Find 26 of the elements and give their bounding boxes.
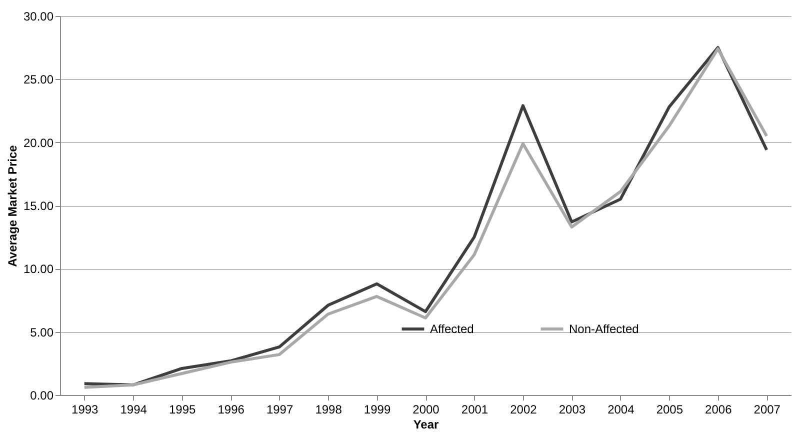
x-tick-label: 2001 [461, 402, 488, 416]
y-tick-label: 25.00 [23, 72, 54, 87]
x-tick-label: 1995 [168, 402, 196, 416]
x-tick-label: 1993 [72, 402, 99, 416]
x-tick-label: 2004 [608, 402, 635, 416]
x-tick-label: 1998 [315, 402, 342, 416]
legend-label: Affected [430, 322, 474, 336]
x-tick-label: 2006 [705, 402, 732, 416]
x-tick-label: 2003 [558, 402, 586, 416]
x-tick-label: 1997 [266, 402, 294, 416]
y-tick-label: 15.00 [23, 199, 54, 213]
x-tick-label: 2002 [510, 402, 538, 416]
y-tick-label: 10.00 [23, 262, 54, 276]
y-axis-title: Average Market Price [5, 144, 20, 267]
y-tick-label: 30.00 [23, 10, 54, 24]
x-tick-label: 2005 [656, 402, 684, 416]
y-tick-label: 5.00 [30, 325, 54, 340]
y-tick-label: 0.00 [30, 388, 54, 402]
x-tick-label: 1999 [364, 402, 391, 416]
x-tick-label: 1994 [120, 402, 148, 416]
x-tick-label: 1996 [218, 402, 245, 416]
x-axis-title: Year [413, 418, 440, 432]
x-tick-label: 2000 [412, 402, 440, 416]
x-tick-label: 2007 [754, 402, 781, 416]
legend-label: Non-Affected [569, 322, 639, 336]
y-tick-label: 20.00 [23, 136, 54, 150]
